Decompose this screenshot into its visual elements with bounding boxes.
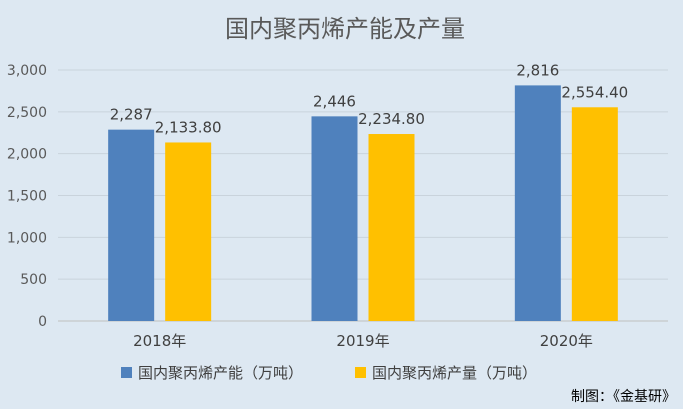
bar-series-1-3 <box>514 85 561 321</box>
x-category-label: 2020年 <box>540 332 593 350</box>
x-category-label: 2018年 <box>133 332 186 350</box>
data-label-series-1-2: 2,446 <box>313 92 356 110</box>
data-label-series-2-2: 2,234.80 <box>358 110 425 128</box>
y-tick-label: 2,500 <box>7 105 47 121</box>
bars <box>108 85 618 322</box>
data-label-series-1-1: 2,287 <box>110 106 153 124</box>
y-tick-label: 2,000 <box>7 147 47 163</box>
legend-label-2: 国内聚丙烯产量（万吨） <box>372 364 537 382</box>
y-tick-label: 0 <box>38 314 47 330</box>
bar-series-1-1 <box>108 129 155 321</box>
bar-series-1-2 <box>311 116 358 321</box>
data-label-series-2-3: 2,554.40 <box>561 83 628 101</box>
gridlines <box>58 69 668 322</box>
y-tick-label: 500 <box>20 272 47 288</box>
legend-swatch-2 <box>355 367 366 378</box>
data-label-series-1-3: 2,816 <box>516 61 559 79</box>
bar-series-2-1 <box>165 142 212 321</box>
source-label: 制图：《金基研》 <box>571 388 676 405</box>
bar-series-2-3 <box>571 107 618 322</box>
legend-label-1: 国内聚丙烯产能（万吨） <box>138 364 303 382</box>
x-axis-categories: 2018年 2019年 2020年 <box>133 332 593 350</box>
y-axis-ticks: 0 500 1,000 1,500 2,000 2,500 3,000 <box>7 63 47 330</box>
legend-swatch-1 <box>121 367 132 378</box>
y-tick-label: 1,500 <box>7 189 47 205</box>
y-tick-label: 3,000 <box>7 63 47 79</box>
y-tick-label: 1,000 <box>7 230 47 246</box>
data-label-series-2-1: 2,133.80 <box>155 118 222 136</box>
bar-series-2-2 <box>368 134 415 321</box>
chart-title: 国内聚丙烯产能及产量 <box>225 15 465 43</box>
legend: 国内聚丙烯产能（万吨） 国内聚丙烯产量（万吨） <box>121 364 537 382</box>
x-category-label: 2019年 <box>336 332 389 350</box>
